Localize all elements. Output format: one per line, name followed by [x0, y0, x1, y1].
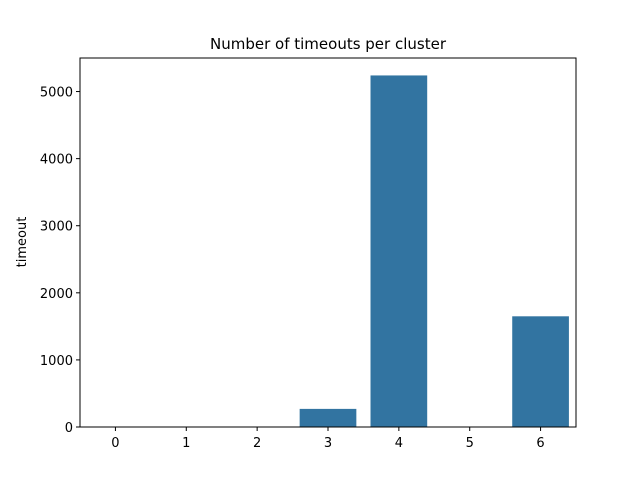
y-tick-label: 1000 — [40, 354, 73, 369]
y-axis-ticks: 0 1000 2000 3000 4000 5000 — [40, 86, 80, 436]
y-tick-label: 2000 — [40, 287, 73, 302]
y-tick-label: 3000 — [40, 220, 73, 235]
y-tick-label: 0 — [65, 421, 73, 436]
x-tick-label: 5 — [466, 436, 474, 451]
bars-group — [299, 75, 569, 427]
bar-6 — [512, 316, 569, 427]
bar-3 — [299, 408, 357, 427]
x-tick-label: 1 — [182, 436, 190, 451]
chart-title: Number of timeouts per cluster — [210, 35, 447, 53]
x-axis-ticks: 0 1 2 3 4 5 6 — [111, 427, 545, 451]
y-axis-label: timeout — [15, 217, 30, 268]
y-tick-label: 5000 — [40, 86, 73, 101]
x-tick-label: 6 — [536, 436, 544, 451]
x-tick-label: 2 — [253, 436, 261, 451]
x-tick-label: 0 — [111, 436, 119, 451]
plot-frame — [79, 57, 577, 428]
bar-4 — [370, 75, 428, 427]
y-tick-label: 4000 — [40, 153, 73, 168]
x-tick-label: 4 — [395, 436, 403, 451]
x-tick-label: 3 — [324, 436, 332, 451]
